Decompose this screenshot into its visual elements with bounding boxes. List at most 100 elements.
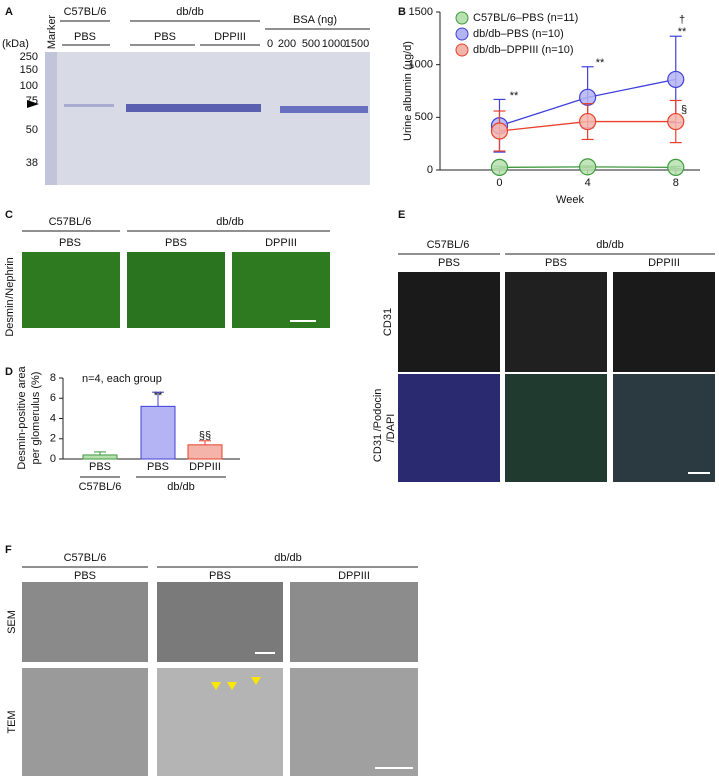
stain-label: Desmin <box>4 299 16 336</box>
stain-label: /Podocin <box>372 389 384 432</box>
annotation: ** <box>154 390 163 402</box>
panel-label: C <box>5 209 13 221</box>
label: DPPIII <box>214 31 246 43</box>
micrograph <box>505 374 607 482</box>
y-tick-label: 1000 <box>409 59 433 71</box>
label: C57BL/6 <box>427 239 470 251</box>
panel-label: F <box>5 544 12 556</box>
panel-label: D <box>5 366 13 378</box>
treatment-label: DPPIII <box>338 570 370 582</box>
annotation: §§ <box>199 430 211 442</box>
y-tick-label: 2 <box>50 433 56 445</box>
data-point <box>579 88 597 106</box>
y-tick-label: 6 <box>50 392 56 404</box>
data-point <box>667 112 685 131</box>
micrograph <box>22 582 148 662</box>
y-tick-label: 500 <box>415 111 433 123</box>
y-tick-label: 1500 <box>409 6 433 18</box>
y-tick-label: 0 <box>50 453 56 465</box>
x-tick-label: DPPIII <box>189 461 221 473</box>
data-point <box>490 122 509 140</box>
treatment-label: PBS <box>74 570 96 582</box>
label: BSA (ng) <box>293 14 337 26</box>
panel-label: B <box>398 6 406 18</box>
panel-label: E <box>398 209 405 221</box>
marker-size: 75 <box>26 95 38 107</box>
label: C57BL/6 <box>49 216 92 228</box>
x-axis-label: Week <box>556 194 584 206</box>
label: db/db <box>176 6 204 18</box>
y-tick-label: 0 <box>427 164 433 176</box>
panel-label: A <box>5 6 13 18</box>
annotation: ** <box>510 90 519 102</box>
images <box>22 52 715 776</box>
marker-size: 50 <box>26 124 38 136</box>
label: PBS <box>74 31 96 43</box>
data-point <box>667 70 685 89</box>
marker-size: 250 <box>20 51 38 63</box>
arrowhead <box>211 677 261 690</box>
annotation: ** <box>596 57 605 69</box>
annotation: ** <box>678 26 687 38</box>
data-point <box>490 158 509 176</box>
scale-bar <box>255 652 275 654</box>
legend-marker <box>455 43 469 57</box>
y-tick-label: 4 <box>50 412 56 424</box>
label: PBS <box>154 31 176 43</box>
treatment-label: PBS <box>438 257 460 269</box>
bar <box>187 444 223 460</box>
label: Marker <box>46 15 58 50</box>
error-bar <box>152 391 164 407</box>
error-bar <box>94 451 106 455</box>
label: 500 <box>302 38 320 50</box>
micrograph <box>398 374 500 482</box>
stain-label: /Nephrin <box>4 257 16 299</box>
treatment-label: DPPIII <box>648 257 680 269</box>
micrograph <box>290 668 418 776</box>
error-bar <box>199 440 211 445</box>
legend-label: db/db–DPPIII (n=10) <box>473 44 574 56</box>
label: (kDa) <box>2 38 29 50</box>
label: db/db <box>216 216 244 228</box>
group-label: C57BL/6 <box>79 481 122 493</box>
micrograph <box>127 252 225 328</box>
legend-marker <box>455 27 469 41</box>
gel-image <box>45 52 370 185</box>
micrograph <box>157 582 283 662</box>
micrograph <box>613 374 715 482</box>
scale-bar <box>375 767 413 769</box>
x-tick-label: 8 <box>673 177 679 189</box>
scale-bar <box>290 320 316 322</box>
gel-band <box>64 104 114 107</box>
micrograph <box>613 272 715 372</box>
label: 0 <box>267 38 273 50</box>
note: n=4, each group <box>82 373 162 385</box>
micrograph <box>232 252 330 328</box>
gel-band <box>126 104 261 112</box>
x-tick-label: PBS <box>89 461 111 473</box>
data-point <box>579 112 597 131</box>
x-tick-label: PBS <box>147 461 169 473</box>
y-axis-label: Urine albumin (µg/d) <box>402 41 414 141</box>
marker-size: 100 <box>20 80 38 92</box>
treatment-label: DPPIII <box>265 237 297 249</box>
marker-size: 150 <box>20 64 38 76</box>
stain-label: /DAPI <box>385 414 397 443</box>
treatment-label: PBS <box>209 570 231 582</box>
arrowhead <box>27 100 39 108</box>
y-tick-label: 8 <box>50 372 56 384</box>
label: db/db <box>596 239 624 251</box>
micrograph <box>398 272 500 372</box>
treatment-label: PBS <box>165 237 187 249</box>
micrograph <box>505 272 607 372</box>
treatment-label: PBS <box>59 237 81 249</box>
row-label: SEM <box>6 610 18 634</box>
label: 1500 <box>345 38 369 50</box>
group-label: db/db <box>167 481 195 493</box>
y-axis-label: per glomerulus (%) <box>30 372 42 465</box>
legend-label: db/db–PBS (n=10) <box>473 28 564 40</box>
data-point <box>579 158 597 176</box>
label: C57BL/6 <box>64 6 107 18</box>
label: C57BL/6 <box>64 552 107 564</box>
